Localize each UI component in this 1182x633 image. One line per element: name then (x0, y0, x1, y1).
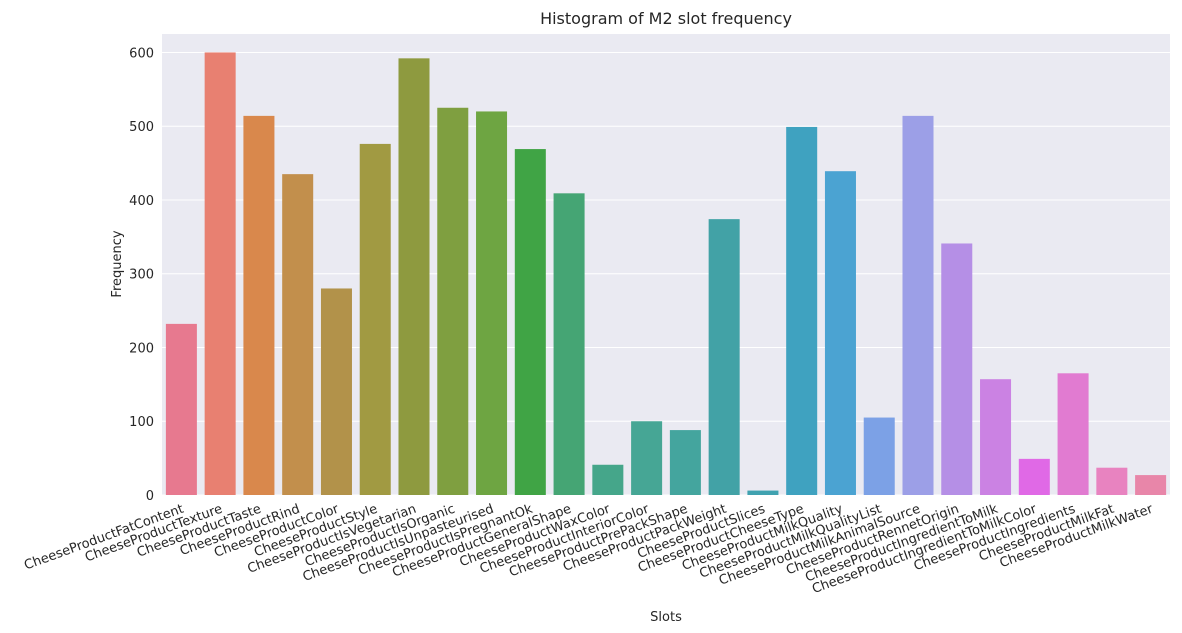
y-axis-ticks: 0 100 200 300 400 500 600 (129, 46, 154, 504)
y-axis-label: Frequency (110, 230, 125, 297)
bar-CheeseProductInteriorColor (631, 421, 663, 495)
bar-CheeseProductIngredientToMilkColor (1018, 458, 1050, 495)
bar-CheeseProductPackWeight (708, 219, 740, 495)
bar-CheeseProductIngredientToMilk (980, 379, 1012, 495)
bar-CheeseProductMilkWater (1135, 475, 1167, 495)
y-tick-label: 300 (129, 268, 154, 283)
bar-CheeseProductIsOrganic (437, 107, 469, 495)
bar-CheeseProductMilkQuality (824, 171, 856, 495)
y-tick-label: 200 (129, 341, 154, 356)
y-tick-label: 0 (146, 489, 154, 504)
bar-CheeseProductColor (320, 288, 352, 495)
bar-CheeseProductRind (282, 174, 314, 496)
bar-CheeseProductIngredients (1057, 373, 1089, 495)
y-tick-label: 400 (129, 194, 154, 209)
bar-CheeseProductMilkFat (1096, 467, 1128, 495)
bar-CheeseProductCheeseType (786, 126, 818, 496)
bar-CheeseProductTaste (243, 115, 275, 495)
bar-CheeseProductPrePackShape (669, 430, 701, 495)
y-tick-label: 600 (129, 46, 154, 61)
x-axis-label: Slots (650, 610, 682, 625)
bar-CheeseProductStyle (359, 143, 391, 495)
y-tick-label: 100 (129, 415, 154, 430)
bar-CheeseProductIsPregnantOk (514, 149, 546, 495)
bar-CheeseProductSlices (747, 490, 779, 495)
bar-CheeseProductFatContent (165, 323, 197, 495)
bar-CheeseProductGeneralShape (553, 193, 585, 495)
bar-CheeseProductWaxColor (592, 464, 624, 495)
bar-CheeseProductMilkQualityList (863, 417, 895, 495)
bar-CheeseProductTexture (204, 52, 236, 495)
plot-background (162, 34, 1170, 495)
bar-CheeseProductRennetOrigin (941, 243, 973, 495)
bars-group (165, 52, 1167, 496)
chart-title: Histogram of M2 slot frequency (540, 9, 792, 28)
bar-CheeseProductIsVegetarian (398, 58, 430, 496)
y-tick-label: 500 (129, 120, 154, 135)
bar-CheeseProductMilkAnimalSource (902, 115, 934, 495)
x-axis-ticks: CheeseProductFatContentCheeseProductText… (22, 501, 1155, 597)
bar-CheeseProductIsUnpasteurised (476, 111, 508, 495)
